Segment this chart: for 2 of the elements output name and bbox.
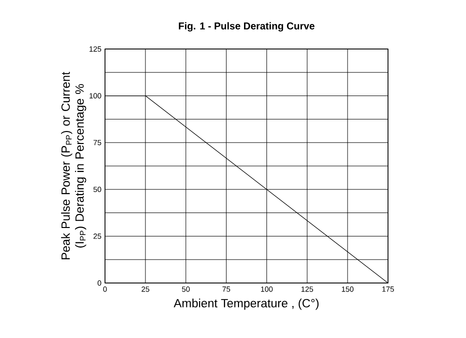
x-axis-title: Ambient Temperature , (C°) <box>174 298 319 310</box>
chart-title: Fig. 1 - Pulse Derating Curve <box>178 22 314 32</box>
